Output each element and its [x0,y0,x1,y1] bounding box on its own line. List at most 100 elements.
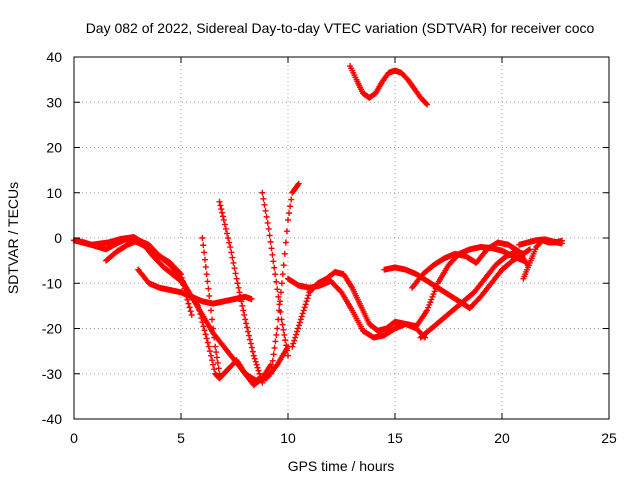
x-tick-label: 25 [601,430,617,446]
data-point [280,262,287,269]
data-point [271,344,278,351]
data-point [222,225,229,232]
data-point [186,304,193,311]
data-point [188,311,195,318]
data-point [254,364,261,371]
data-point [206,348,213,355]
data-marks [71,63,565,389]
y-tick-label: 20 [46,140,62,156]
data-point [423,100,430,107]
data-point [212,343,219,350]
data-point [252,358,259,365]
data-point [211,366,218,373]
data-point [239,302,246,309]
data-point [278,280,285,287]
data-point [299,310,306,317]
data-point [207,352,214,359]
data-point [213,354,220,361]
data-point [201,249,208,256]
data-point [197,311,204,318]
data-point [558,240,565,247]
data-point [294,325,301,332]
series-arc-f [289,268,428,350]
data-point [248,296,255,303]
data-point [262,207,269,214]
data-point [267,370,274,377]
data-point [266,232,273,239]
data-point [272,338,279,345]
axis-ticks [73,56,610,420]
data-point [275,316,282,323]
data-point [428,296,435,303]
series-arc-e [285,244,527,341]
data-point [205,285,212,292]
data-point [244,324,251,331]
series-arc-d [135,266,255,307]
data-point [198,315,205,322]
data-point [209,316,216,323]
data-point [196,306,203,313]
data-point [241,311,248,318]
data-point [257,373,264,380]
data-point [220,216,227,223]
data-point [285,352,291,359]
data-point [270,351,277,358]
data-point [219,209,226,216]
data-point [274,286,281,293]
x-tick-label: 10 [280,430,296,446]
data-point [305,292,312,299]
data-point [224,230,231,237]
data-point [426,301,433,308]
data-point [277,298,284,305]
data-point [203,271,210,278]
data-point [258,376,265,383]
data-point [287,203,294,210]
data-point [269,251,276,258]
data-point [427,299,434,306]
data-point [290,340,297,347]
data-point [261,201,268,208]
data-point [209,357,216,364]
data-point [291,337,298,344]
data-point [210,361,217,368]
data-point [201,327,208,334]
data-point [263,213,270,220]
data-point [520,250,527,257]
data-point [219,213,226,220]
data-point [264,219,271,226]
data-point [297,316,304,323]
data-point [282,337,289,344]
data-point [232,270,239,277]
data-point [201,256,208,263]
data-point [249,348,256,355]
data-point [230,259,237,266]
grid [74,57,609,419]
data-point [277,289,284,296]
data-point [286,210,293,217]
data-point [247,340,254,347]
data-point [271,264,278,271]
data-point [238,298,245,305]
data-point [270,258,277,265]
data-point [285,216,291,223]
data-point [228,249,235,256]
data-point [429,293,436,300]
data-point [226,239,233,246]
y-tick-label: -40 [42,411,62,427]
tick-labels: 0 5 10 15 20 25 -40 -30 -20 -10 0 10 20 30 40 [42,49,617,446]
data-point [260,195,267,202]
data-point [431,288,438,295]
data-point [526,246,533,253]
data-point [253,361,260,368]
data-point [234,280,241,287]
data-point [237,293,244,300]
data-point [293,331,300,338]
data-point [207,307,214,314]
data-point [242,316,249,323]
data-point [288,196,295,203]
data-point [221,221,228,228]
data-point [298,313,305,320]
data-point [200,242,207,249]
data-point [292,334,299,341]
data-point [300,307,307,314]
